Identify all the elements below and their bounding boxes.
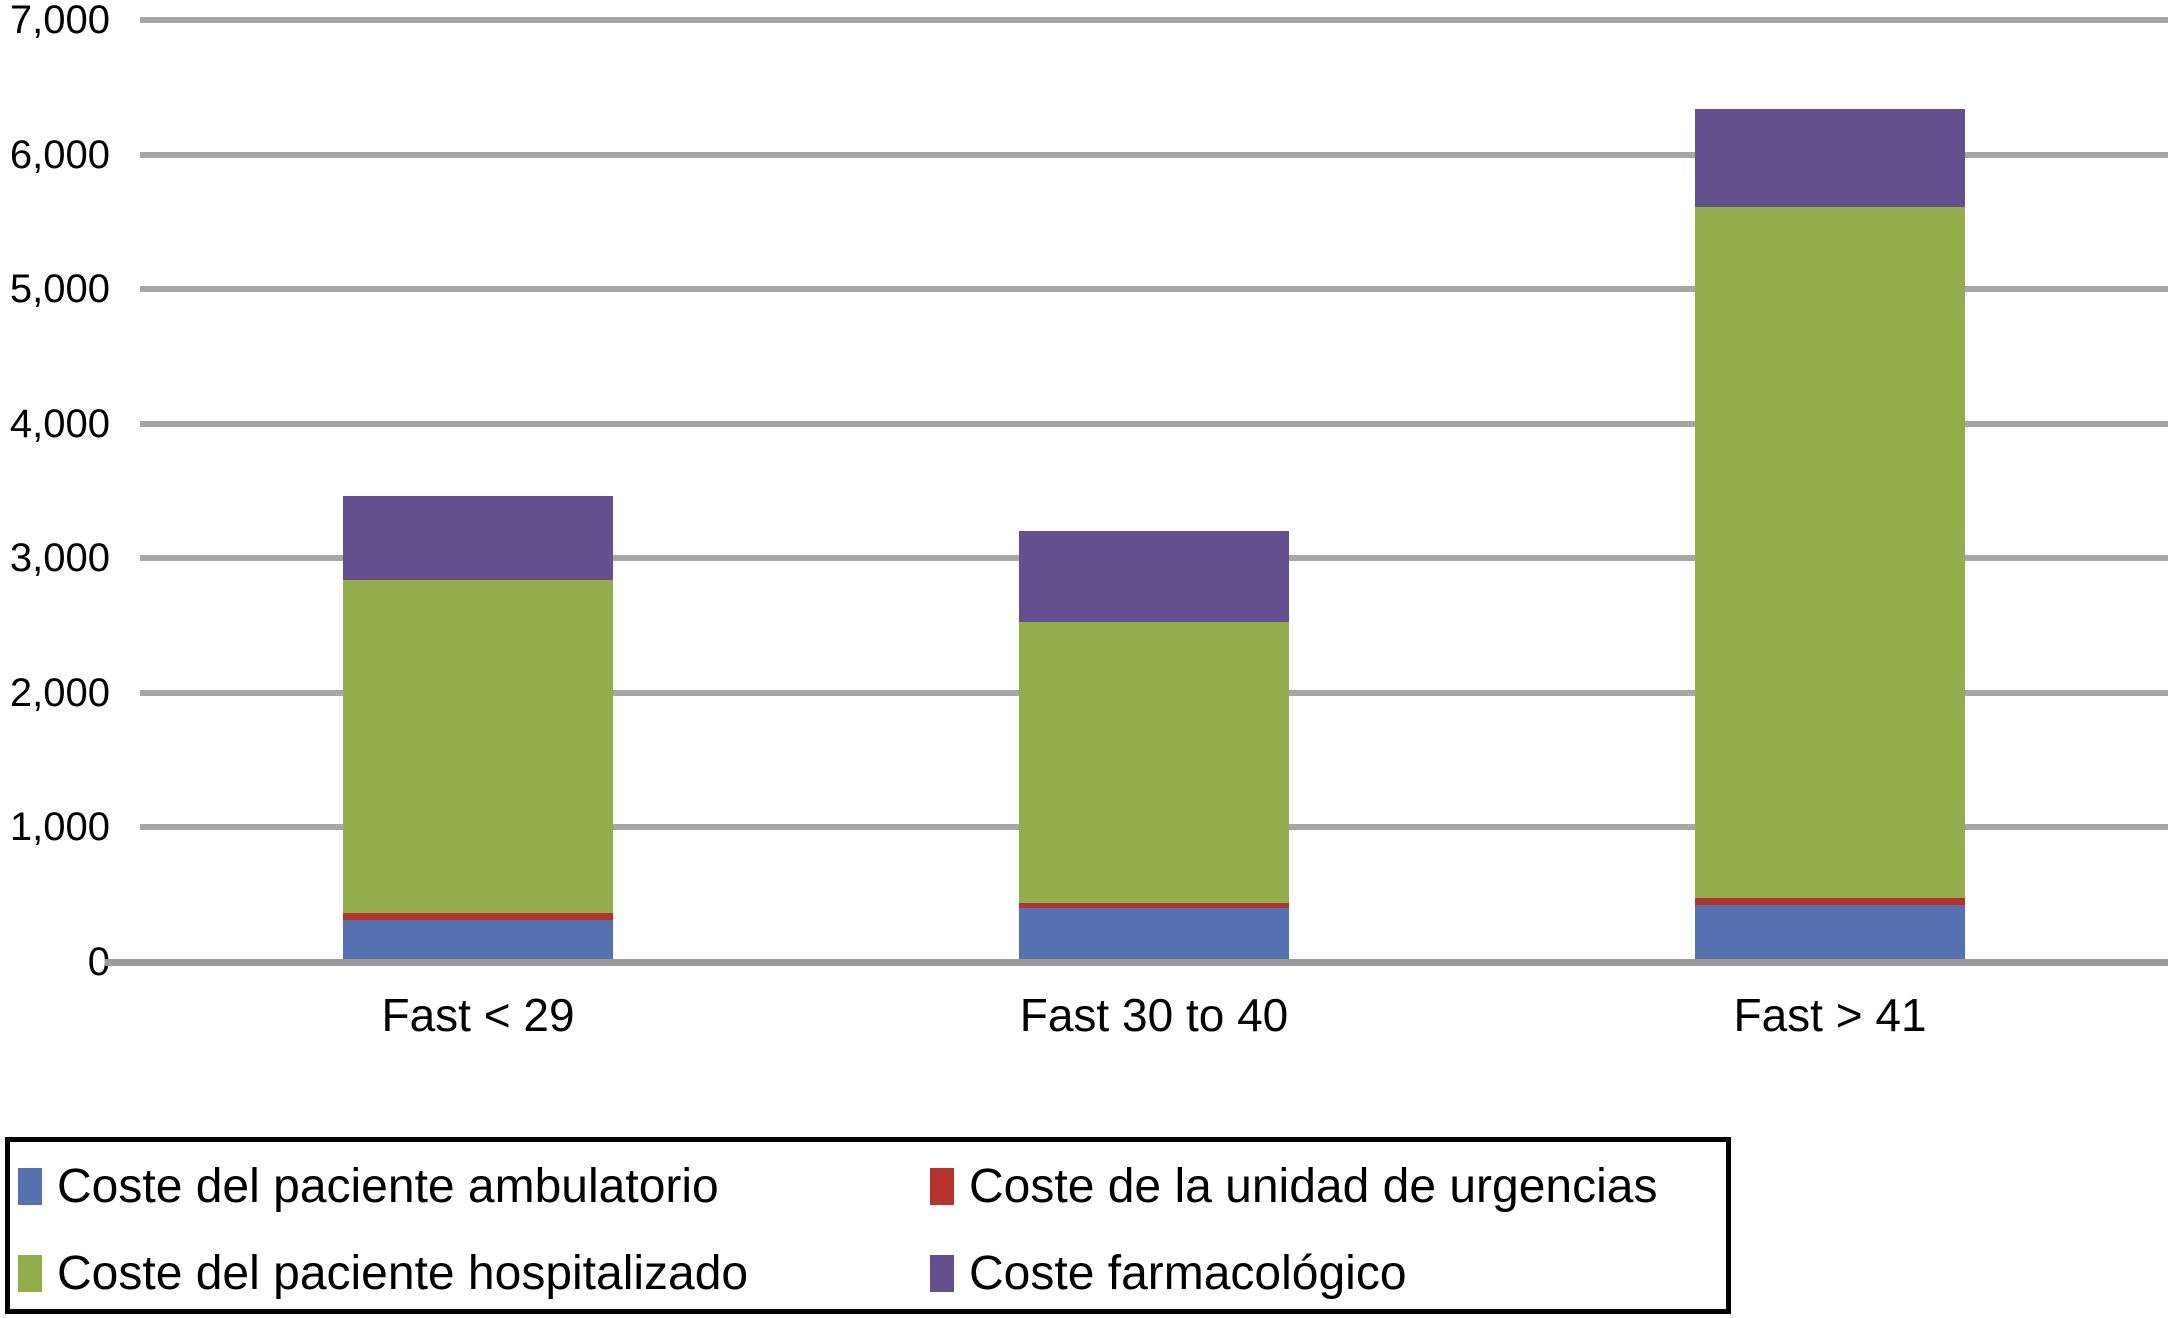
legend-item: Coste farmacológico — [930, 1247, 1407, 1300]
legend-item-label: Coste del paciente ambulatorio — [57, 1159, 719, 1213]
bar-segment — [1695, 905, 1965, 962]
bar-segment — [1695, 898, 1965, 906]
y-axis-tick-label: 2,000 — [9, 670, 110, 715]
bar-segment — [1695, 207, 1965, 899]
gridline — [140, 17, 2168, 23]
y-axis-tick-label: 6,000 — [9, 132, 110, 177]
y-axis-tick-label: 5,000 — [9, 267, 110, 312]
y-axis-tick-label: 0 — [87, 940, 110, 984]
bar-segment — [1019, 622, 1289, 903]
y-axis-tick-label: 4,000 — [9, 401, 110, 446]
legend-swatch — [18, 1254, 42, 1292]
x-axis-category-label: Fast < 29 — [381, 989, 575, 1041]
bar-segment — [1695, 108, 1965, 208]
legend-item: Coste del paciente hospitalizado — [18, 1247, 748, 1300]
bar-segment — [343, 579, 613, 913]
bar-segment — [1019, 531, 1289, 623]
legend-item-label: Coste de la unidad de urgencias — [969, 1159, 1658, 1213]
y-axis-tick-label: 1,000 — [9, 805, 110, 850]
legend-item-label: Coste farmacológico — [969, 1246, 1407, 1300]
legend-item: Coste del paciente ambulatorio — [18, 1160, 719, 1213]
y-axis-tick-label: 3,000 — [9, 536, 110, 581]
gridline — [140, 151, 2168, 158]
bar-segment — [1019, 902, 1289, 909]
gridline — [140, 420, 2168, 427]
legend-item: Coste de la unidad de urgencias — [930, 1160, 1657, 1213]
x-axis-category-label: Fast 30 to 40 — [1019, 989, 1289, 1041]
legend-swatch — [18, 1167, 42, 1205]
legend: Coste del paciente ambulatorio Coste de l… — [5, 1137, 1731, 1314]
bar-segment — [343, 496, 613, 580]
gridline — [140, 286, 2168, 293]
x-axis-line — [105, 959, 2168, 966]
bar-segment — [1019, 908, 1289, 962]
legend-swatch — [930, 1167, 954, 1205]
bar-segment — [343, 920, 613, 962]
y-axis-tick-label: 7,000 — [9, 0, 110, 42]
legend-item-label: Coste del paciente hospitalizado — [57, 1246, 749, 1300]
legend-swatch — [930, 1254, 954, 1292]
x-axis-category-label: Fast > 41 — [1733, 989, 1927, 1041]
bar-segment — [343, 912, 613, 921]
